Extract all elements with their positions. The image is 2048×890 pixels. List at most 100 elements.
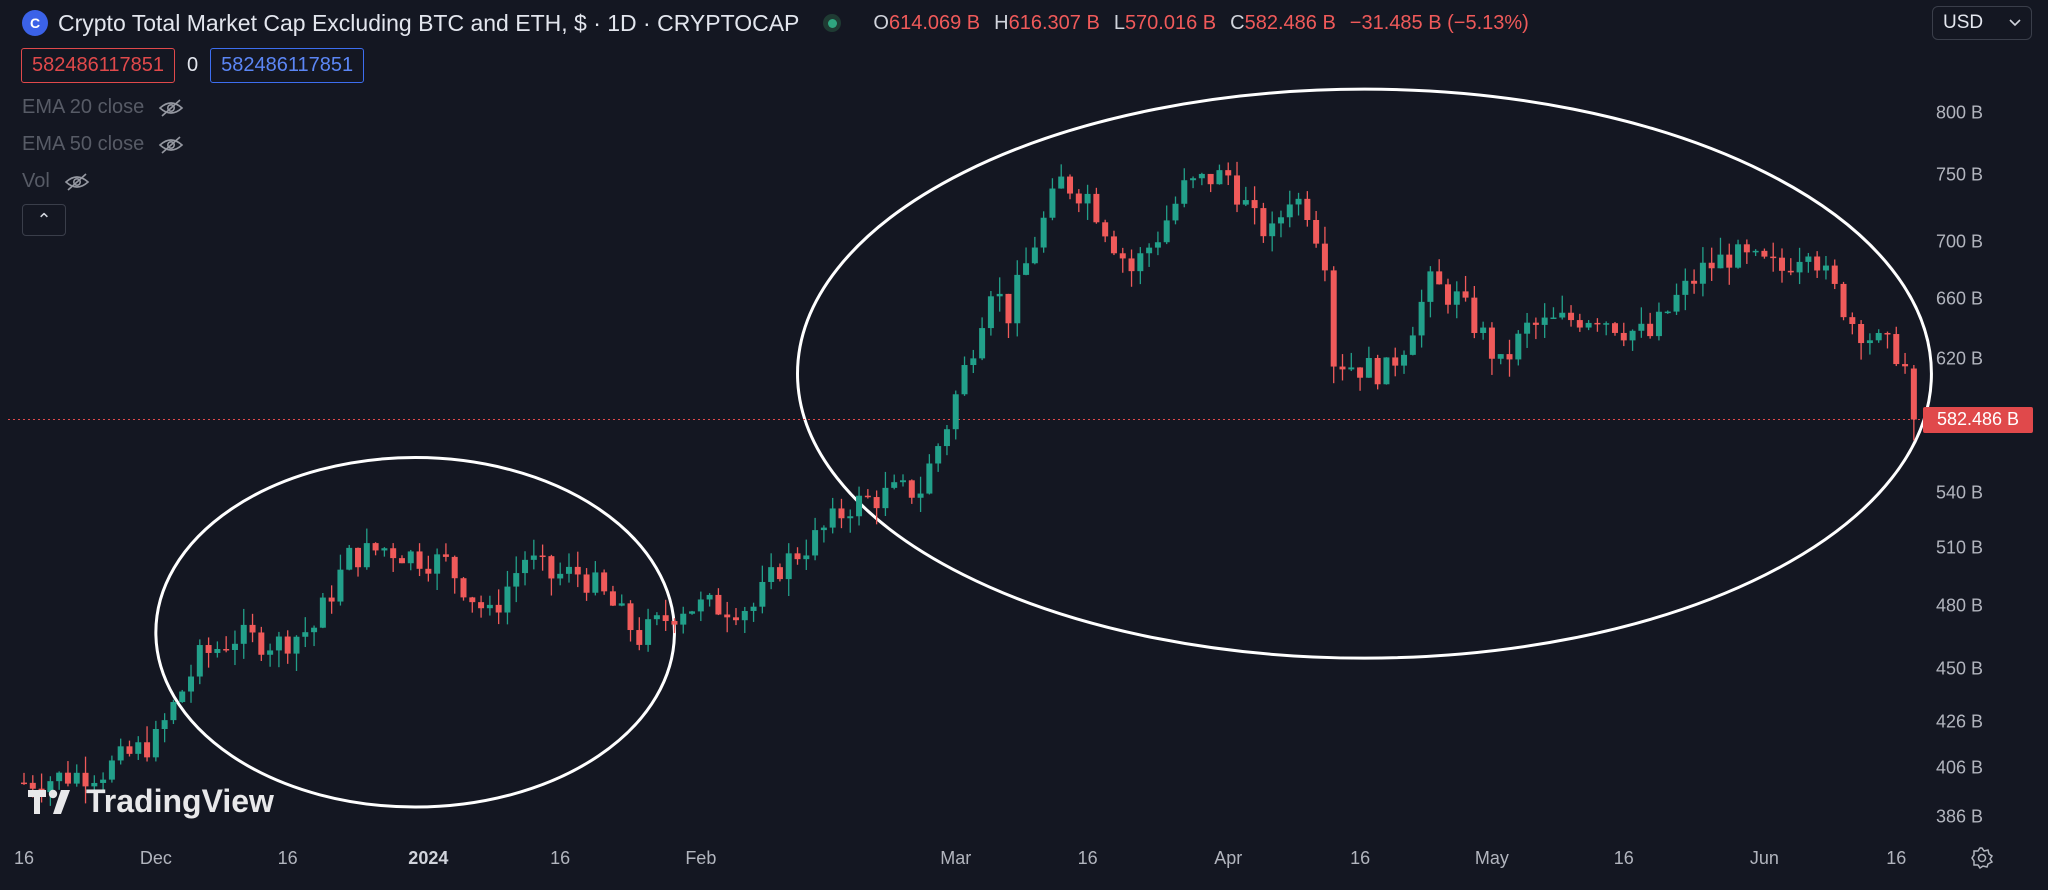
candle <box>1629 329 1636 351</box>
candle <box>1655 302 1662 341</box>
time-axis-label: 16 <box>1613 848 1634 868</box>
indicator-ema20[interactable]: EMA 20 close <box>22 96 184 119</box>
candle <box>1884 331 1891 349</box>
hidden-eye-icon[interactable] <box>158 135 184 155</box>
hidden-eye-icon[interactable] <box>158 98 184 118</box>
candle <box>627 600 634 642</box>
candle <box>152 720 159 762</box>
candle <box>1163 205 1170 245</box>
candle <box>1005 293 1012 339</box>
candle <box>1726 243 1733 285</box>
candle <box>961 356 968 396</box>
candle <box>311 625 318 647</box>
candle <box>407 549 414 571</box>
candle <box>873 490 880 525</box>
candle <box>565 553 572 583</box>
candle <box>117 738 124 765</box>
time-axis-label: May <box>1474 848 1509 868</box>
indicator-ema50[interactable]: EMA 50 close <box>22 133 184 156</box>
candle <box>513 556 520 603</box>
candle <box>1735 239 1742 269</box>
candle <box>943 424 950 456</box>
candle <box>1181 168 1188 208</box>
settings-gear-icon[interactable] <box>1970 846 1994 870</box>
candle <box>469 596 476 613</box>
candle <box>1647 312 1654 339</box>
candle <box>1550 307 1557 320</box>
candle <box>363 528 370 570</box>
annotation-ellipse[interactable] <box>154 456 676 809</box>
candle <box>1014 260 1021 337</box>
candle <box>1488 322 1495 375</box>
candle <box>179 689 186 703</box>
candle <box>1691 269 1698 294</box>
candle <box>346 544 353 571</box>
candle <box>170 699 177 725</box>
candle <box>1269 211 1276 252</box>
candle <box>1524 313 1531 348</box>
currency-label: USD <box>1943 12 1984 33</box>
left-value-box[interactable]: 582486117851 <box>21 48 175 83</box>
candle <box>1453 281 1460 319</box>
symbol-title[interactable]: Crypto Total Market Cap Excluding BTC an… <box>58 9 800 36</box>
tradingview-logo-icon <box>28 789 70 814</box>
price-axis-label: 426 B <box>1935 711 1983 732</box>
candle <box>196 639 203 685</box>
time-axis-label: Feb <box>685 848 717 868</box>
cryptocap-logo-icon: C <box>22 10 48 36</box>
candle <box>126 740 133 757</box>
candle <box>1471 285 1478 339</box>
indicator-label: Vol <box>22 170 50 192</box>
candle <box>240 608 247 659</box>
candle <box>935 443 942 472</box>
market-status-icon[interactable] <box>823 14 842 32</box>
candle <box>706 593 713 607</box>
candle <box>1708 247 1715 281</box>
candle <box>750 602 757 622</box>
price-axis-label: 750 B <box>1935 164 1983 185</box>
candle <box>214 641 221 658</box>
candle <box>548 554 555 596</box>
candle <box>1392 347 1399 377</box>
candle <box>451 555 458 594</box>
price-axis-label: 540 B <box>1935 482 1983 503</box>
candle <box>1427 266 1434 318</box>
candle <box>1462 275 1469 302</box>
candle <box>1198 172 1205 186</box>
candle <box>1234 161 1241 213</box>
candle <box>495 589 502 625</box>
right-value-box[interactable]: 582486117851 <box>210 48 365 83</box>
candle <box>1480 321 1487 340</box>
candle <box>1752 249 1759 257</box>
candle <box>1058 164 1065 189</box>
candle <box>1277 210 1284 238</box>
collapse-legend-button[interactable]: ⌃ <box>22 204 66 236</box>
candle <box>425 555 432 582</box>
candle <box>1858 320 1865 360</box>
candle <box>1383 357 1390 385</box>
candle <box>1664 310 1671 314</box>
candle <box>1594 318 1601 332</box>
value-inputs: 582486117851 0 582486117851 <box>21 48 365 83</box>
candle <box>1673 283 1680 315</box>
candle <box>1875 329 1882 343</box>
candle <box>794 547 801 565</box>
candle <box>1436 259 1443 285</box>
candle <box>504 570 511 625</box>
candle <box>1040 211 1047 253</box>
candle <box>1401 350 1408 374</box>
candle <box>249 613 256 643</box>
currency-select[interactable]: USD <box>1932 6 2032 40</box>
annotation-ellipse[interactable] <box>796 87 1933 660</box>
candle <box>434 548 441 590</box>
candle <box>1128 249 1135 287</box>
indicator-vol[interactable]: Vol <box>22 170 90 193</box>
candle <box>1365 346 1372 378</box>
close-key: C <box>1230 11 1245 34</box>
candle <box>381 547 388 557</box>
candle <box>1910 364 1917 441</box>
hidden-eye-icon[interactable] <box>64 172 90 192</box>
price-axis-label: 386 B <box>1935 806 1983 827</box>
candle <box>1743 239 1750 264</box>
